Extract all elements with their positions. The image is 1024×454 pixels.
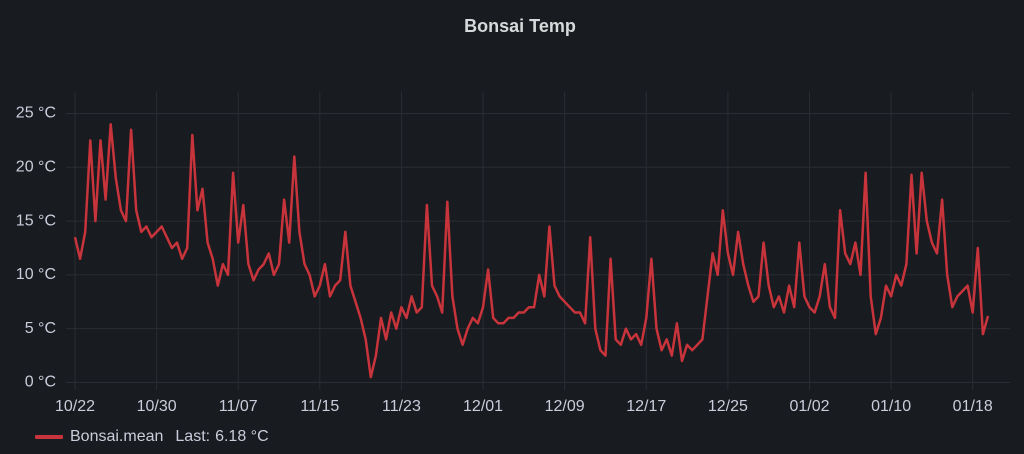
series-line: [73, 123, 990, 379]
chart-title: Bonsai Temp: [464, 16, 576, 36]
y-tick-label: 20 °C: [16, 159, 56, 176]
x-tick-label: 12/25: [708, 398, 748, 415]
x-tick-label: 01/02: [789, 398, 829, 415]
legend-name: Bonsai.mean: [70, 428, 163, 445]
y-tick-label: 25 °C: [16, 105, 56, 122]
x-tick-label: 12/01: [463, 398, 503, 415]
x-tick-label: 10/30: [137, 398, 177, 415]
x-tick-label: 11/07: [219, 398, 258, 415]
x-tick-label: 01/18: [953, 398, 993, 415]
y-tick-label: 0 °C: [25, 374, 56, 391]
legend-calc-value: 6.18 °C: [215, 428, 269, 445]
x-tick-label: 10/22: [55, 398, 95, 415]
x-tick-label: 11/23: [382, 398, 421, 415]
x-tick-label: 11/15: [300, 398, 339, 415]
x-tick-label: 12/09: [545, 398, 585, 415]
legend-calc-label: Last:: [175, 428, 210, 445]
x-tick-label: 12/17: [626, 398, 666, 415]
y-tick-label: 5 °C: [25, 320, 56, 337]
legend-swatch: [35, 435, 63, 439]
x-tick-label: 01/10: [871, 398, 911, 415]
y-tick-label: 10 °C: [16, 266, 56, 283]
y-tick-label: 15 °C: [16, 212, 56, 229]
